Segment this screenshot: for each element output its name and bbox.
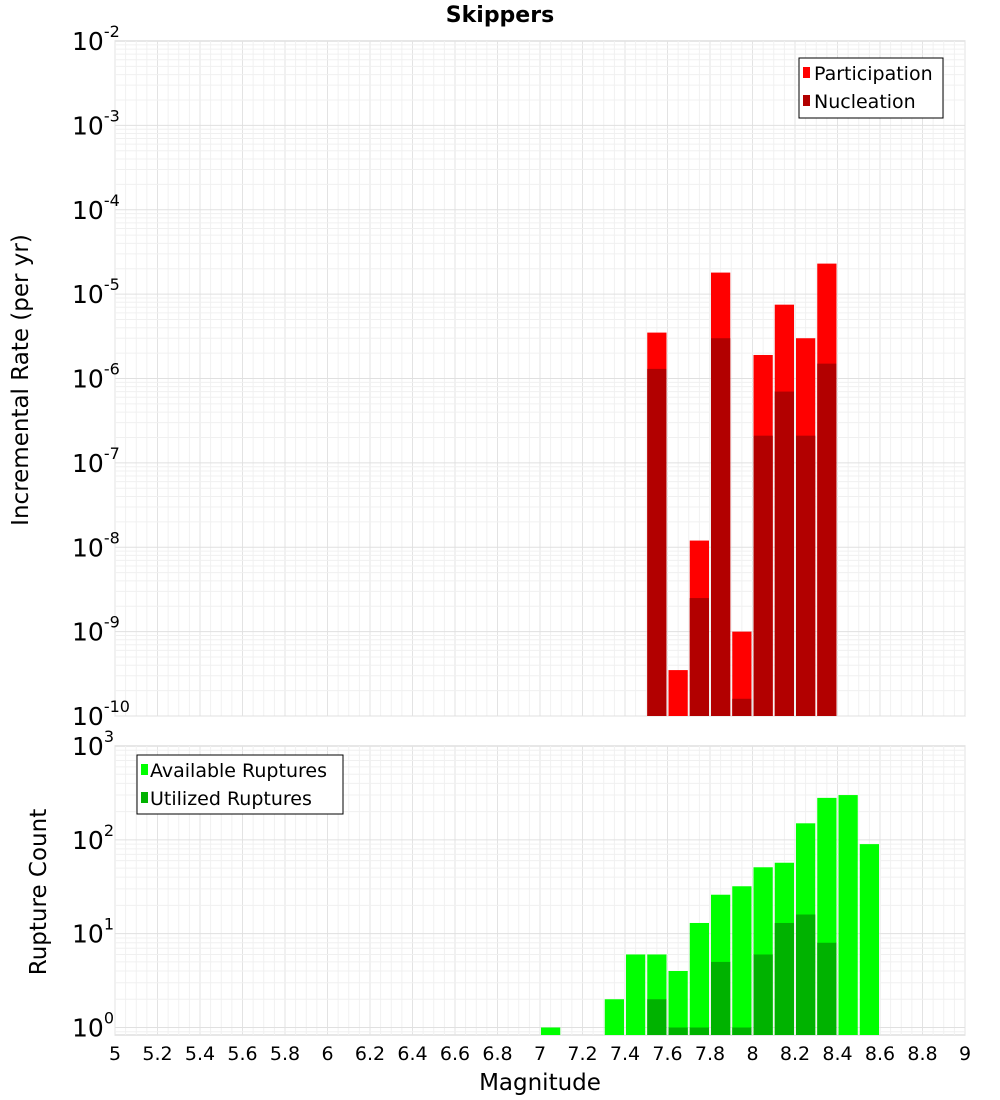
legend-swatch-nucleation — [803, 95, 810, 106]
bottom-legend: Available Ruptures Utilized Ruptures — [136, 754, 344, 815]
x-tick-label: 7.8 — [695, 1043, 725, 1065]
top-panel: 10-2 10-3 10-4 10-5 10-6 10-7 10-8 10-9 10-10 In… — [8, 22, 966, 731]
x-tick-label: 5.4 — [185, 1043, 215, 1065]
bar-participation — [732, 631, 752, 716]
top-bars — [647, 263, 837, 716]
x-tick-label: 6.2 — [355, 1043, 385, 1065]
legend-label-available: Available Ruptures — [150, 760, 327, 782]
bar-available-ruptures — [838, 795, 858, 1035]
y-tick-label: 101 — [72, 915, 114, 949]
legend-swatch-available — [141, 764, 148, 775]
y-tick-label: 103 — [72, 727, 114, 761]
bar-overlay-utilized-ruptures — [753, 954, 773, 1035]
legend-swatch-participation — [803, 67, 810, 78]
bottom-panel: 103 102 101 100 5 5.2 5.4 5.6 5.8 6 6.2 6.4 6.6 6.8 7… — [26, 727, 971, 1096]
bottom-y-ticks: 103 102 101 100 — [72, 727, 114, 1042]
x-tick-label: 8.6 — [865, 1043, 895, 1065]
top-y-ticks: 10-2 10-3 10-4 10-5 10-6 10-7 10-8 10-9 10-10 — [72, 22, 130, 731]
bar-overlay-utilized-ruptures — [796, 914, 816, 1035]
bar-available-ruptures — [626, 954, 646, 1035]
x-tick-label: 5 — [109, 1043, 121, 1065]
legend-label-nucleation: Nucleation — [814, 91, 916, 113]
x-tick-label: 7.6 — [652, 1043, 682, 1065]
bar-overlay-nucleation — [647, 368, 667, 716]
bar-available-ruptures — [859, 844, 879, 1035]
y-tick-label: 102 — [72, 821, 114, 855]
bar-overlay-utilized-ruptures — [689, 1027, 709, 1035]
bottom-legend-box — [136, 754, 344, 815]
x-tick-label: 5.2 — [142, 1043, 172, 1065]
top-y-axis-label: Incremental Rate (per yr) — [8, 234, 34, 526]
x-tick-label: 6.6 — [440, 1043, 470, 1065]
x-tick-label: 9 — [959, 1043, 971, 1065]
x-tick-label: 5.8 — [270, 1043, 300, 1065]
bar-overlay-nucleation — [753, 435, 773, 716]
bar-available-ruptures — [668, 971, 688, 1035]
bar-available-ruptures — [732, 886, 752, 1035]
y-tick-label: 10-9 — [72, 613, 120, 647]
x-tick-label: 7.2 — [567, 1043, 597, 1065]
x-tick-label: 6 — [321, 1043, 333, 1065]
bar-overlay-utilized-ruptures — [774, 922, 794, 1035]
legend-label-participation: Participation — [814, 63, 933, 85]
bar-overlay-utilized-ruptures — [817, 942, 837, 1035]
bar-available-ruptures — [541, 1027, 561, 1035]
y-tick-label: 10-3 — [72, 106, 120, 140]
bottom-y-axis-label: Rupture Count — [26, 809, 52, 975]
bottom-bars — [541, 795, 879, 1035]
x-tick-label: 8.2 — [780, 1043, 810, 1065]
y-tick-label: 10-10 — [72, 697, 130, 731]
bar-available-ruptures — [604, 999, 624, 1035]
bar-available-ruptures — [689, 922, 709, 1035]
bar-overlay-utilized-ruptures — [732, 1027, 752, 1035]
y-tick-label: 100 — [72, 1008, 114, 1042]
x-axis-label: Magnitude — [479, 1070, 601, 1096]
x-tick-label: 7 — [534, 1043, 546, 1065]
x-tick-label: 6.4 — [397, 1043, 427, 1065]
legend-label-utilized: Utilized Ruptures — [150, 788, 312, 810]
bar-overlay-nucleation — [732, 698, 752, 716]
x-tick-label: 6.8 — [482, 1043, 512, 1065]
x-tick-label: 5.6 — [227, 1043, 257, 1065]
y-tick-label: 10-6 — [72, 360, 120, 394]
x-tick-label: 8.8 — [907, 1043, 937, 1065]
y-tick-label: 10-5 — [72, 275, 120, 309]
y-tick-label: 10-8 — [72, 528, 120, 562]
bar-overlay-nucleation — [774, 391, 794, 716]
y-tick-label: 10-4 — [72, 191, 120, 225]
y-tick-label: 10-2 — [72, 22, 120, 56]
bar-overlay-nucleation — [689, 598, 709, 716]
x-ticks: 5 5.2 5.4 5.6 5.8 6 6.2 6.4 6.6 6.8 7 7.2 7.4 7.6 7.8 8… — [109, 1043, 971, 1065]
bar-overlay-utilized-ruptures — [668, 1027, 688, 1035]
top-gridlines — [114, 41, 966, 717]
bar-overlay-nucleation — [711, 338, 731, 716]
bar-overlay-utilized-ruptures — [711, 961, 731, 1035]
legend-swatch-utilized — [141, 792, 148, 803]
x-tick-label: 7.4 — [610, 1043, 640, 1065]
top-legend: Participation Nucleation — [798, 57, 944, 119]
top-legend-box — [798, 57, 944, 119]
bar-overlay-nucleation — [796, 435, 816, 716]
bar-participation — [668, 670, 688, 716]
chart-title: Skippers — [446, 3, 554, 28]
x-tick-label: 8.4 — [822, 1043, 852, 1065]
bar-overlay-utilized-ruptures — [647, 999, 667, 1035]
y-tick-label: 10-7 — [72, 444, 120, 478]
bar-overlay-nucleation — [817, 363, 837, 716]
x-tick-label: 8 — [746, 1043, 758, 1065]
